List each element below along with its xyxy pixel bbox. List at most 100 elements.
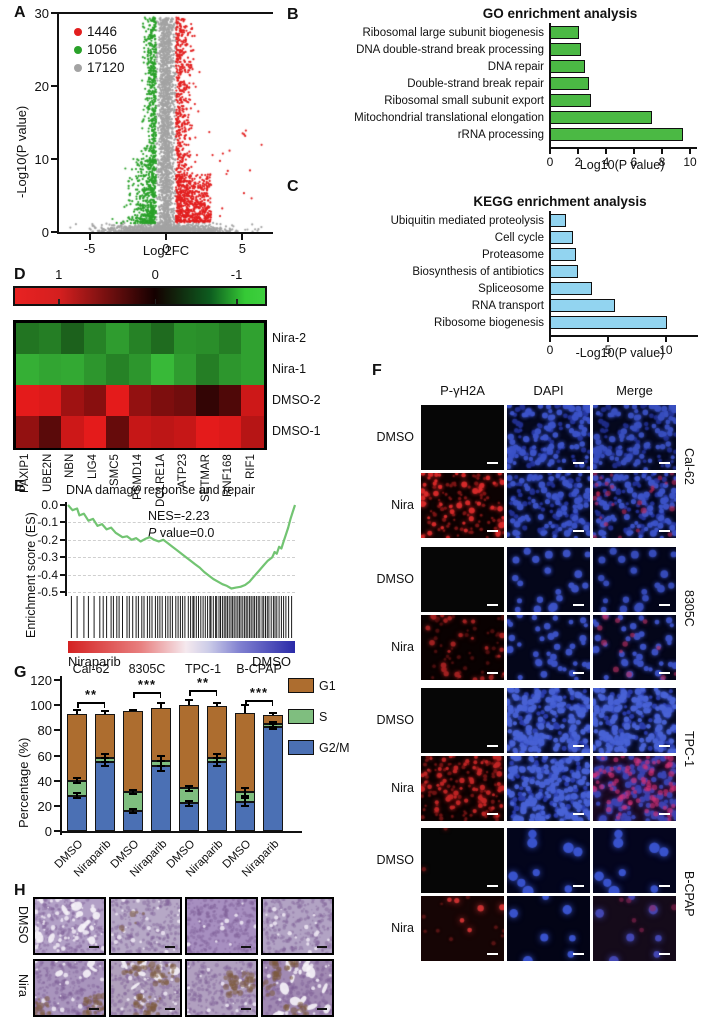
heatmap-colorbar-tick [236, 299, 238, 304]
enrichment-category-label: Ribosome biogenesis [434, 316, 544, 329]
error-bar-cap [269, 711, 277, 714]
if-scale-bar [659, 744, 670, 747]
if-image-dapi_dense [507, 405, 590, 470]
heatmap-cell [173, 354, 197, 386]
gsea-gridline [68, 592, 295, 593]
enrichment-bar [550, 128, 683, 141]
histology-image-canvas [35, 899, 104, 953]
cellcycle-y-tick-label: 0 [44, 824, 52, 839]
error-bar-cap [185, 699, 193, 702]
gsea-y-tick [60, 573, 65, 576]
volcano-legend-dot [74, 45, 82, 54]
gsea-y-tick [60, 521, 65, 524]
error-bar-stem [160, 755, 162, 766]
if-scale-bar [659, 952, 670, 955]
if-image-canvas [421, 615, 504, 680]
significance-bracket [189, 690, 217, 692]
heatmap-cell [16, 323, 40, 355]
error-bar-cap [213, 760, 221, 763]
histology-scale-bar [165, 945, 175, 948]
heatmap-row-label: Nira-1 [272, 361, 307, 376]
heatmap-cell [218, 385, 242, 417]
if-cell-line-label: B-CPAP [682, 870, 696, 917]
gsea-y-tick [60, 591, 65, 593]
heatmap-colorbar-tick-label: 0 [151, 267, 159, 282]
volcano-legend-item: 1446 [74, 24, 117, 39]
volcano-y-tick-label: 0 [41, 225, 49, 240]
if-image-canvas [421, 473, 504, 538]
cellcycle-group-title: Cal-62 [72, 662, 110, 676]
cellcycle-bar-g2m [123, 810, 143, 831]
enrichment-x-tick [577, 149, 579, 154]
enrichment-x-tick-label: 0 [546, 155, 554, 169]
if-image-dapi_sparse [507, 547, 590, 612]
cellcycle-y-tick-label: 40 [37, 773, 52, 789]
if-image-red_dim [421, 615, 504, 680]
error-bar-cap [157, 754, 165, 757]
histology-image-canvas [263, 899, 332, 953]
gsea-gridline [68, 557, 295, 559]
if-cell-line-label: Cal-62 [682, 447, 696, 485]
volcano-legend-label: 1056 [87, 42, 118, 57]
if-image-canvas [593, 473, 676, 538]
histology-scale-bar [241, 945, 251, 948]
enrichment-category-label: Ribosomal small subunit export [384, 94, 544, 107]
cellcycle-bar-g2m [67, 795, 87, 831]
volcano-legend-item: 17120 [74, 60, 125, 75]
if-image-canvas [507, 473, 590, 538]
if-image-red_many [421, 473, 504, 538]
histology-scale-bar [317, 1007, 327, 1010]
if-scale-bar [659, 812, 670, 815]
if-image-dapi_dense [507, 473, 590, 538]
enrichment-category-label: Mitochondrial translational elongation [354, 111, 544, 124]
volcano-y-tick-label: 10 [34, 152, 49, 167]
histology-image-canvas [111, 961, 180, 1015]
heatmap-cell [128, 416, 152, 448]
cellcycle-y-tick-label: 60 [37, 748, 52, 764]
if-image-dapi_vdense [507, 688, 590, 753]
enrichment-bar [550, 214, 567, 227]
significance-bracket [133, 692, 161, 694]
enrichment-category-label: Ribosomal large subunit biogenesis [362, 26, 544, 39]
if-image-canvas [507, 896, 590, 961]
panel-e-label: E [14, 478, 25, 495]
significance-bracket-end [133, 692, 135, 698]
if-image-canvas [507, 615, 590, 680]
heatmap-cell [16, 416, 40, 448]
if-image-canvas [593, 828, 676, 893]
error-bar-cap [213, 701, 221, 704]
if-image-dapi_few [507, 896, 590, 961]
gsea-y-tick-label: -0.3 [37, 550, 58, 565]
error-bar-cap [241, 794, 249, 797]
if-image-merge_dark [593, 896, 676, 961]
volcano-plot-canvas [59, 13, 273, 232]
error-bar-stem [272, 721, 274, 727]
heatmap-cell [241, 416, 265, 448]
error-bar-stem [216, 754, 218, 762]
panel-c-label: C [287, 178, 299, 195]
volcano-x-axis-label: Log2FC [142, 243, 190, 258]
if-image-dapi_medium [507, 615, 590, 680]
histology-scale-bar [241, 1007, 251, 1010]
enrichment-bar [550, 26, 580, 39]
histology-scale-bar [89, 1007, 99, 1010]
go-x-axis-label: -Log10(P value) [575, 158, 665, 172]
gsea-gridline [68, 539, 295, 541]
histology-image [33, 897, 106, 955]
enrichment-bar [550, 299, 615, 312]
enrichment-category-label: Spliceosome [478, 282, 544, 295]
enrichment-bar [550, 265, 578, 278]
error-bar-cap [73, 792, 81, 795]
volcano-x-tick-label: 5 [238, 241, 247, 256]
error-bar-stem [244, 798, 246, 806]
significance-bracket-end [189, 690, 191, 696]
cellcycle-y-tick [54, 830, 60, 832]
if-image-merge_large [593, 828, 676, 893]
cellcycle-legend-swatch [288, 678, 314, 693]
volcano-top-spine [57, 12, 273, 14]
heatmap-cell [106, 385, 130, 417]
enrichment-x-tick [606, 337, 609, 342]
if-image-canvas [421, 547, 504, 612]
if-image-canvas [507, 405, 590, 470]
significance-bracket [245, 700, 273, 702]
